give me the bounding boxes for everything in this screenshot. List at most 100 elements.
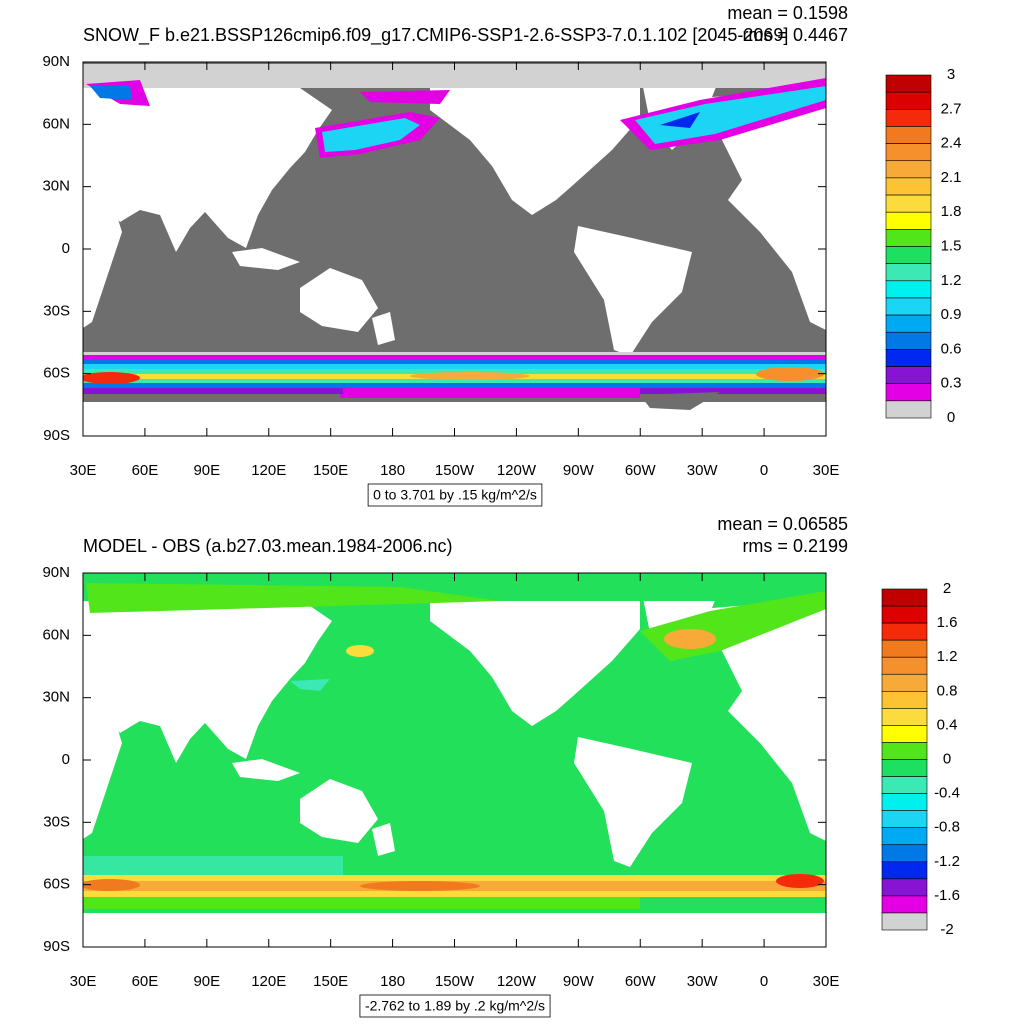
colorbar-label: 2.4 [941, 135, 962, 152]
lon-label: 120W [497, 462, 537, 479]
lat-label: 30S [43, 302, 70, 319]
colorbar-box [885, 109, 932, 127]
lon-label: 0 [760, 462, 768, 479]
colorbar-box [881, 776, 928, 794]
colorbar-box [885, 246, 932, 264]
colorbar-box [881, 588, 928, 607]
lon-label: 60E [132, 462, 159, 479]
colorbar-box [881, 742, 928, 760]
colorbar-label: 0 [947, 409, 955, 426]
panel-top: SNOW_F b.e21.BSSP126cmip6.f09_g17.CMIP6-… [42, 3, 962, 507]
info-text: 0 to 3.701 by .15 kg/m^2/s [373, 487, 537, 503]
lon-label: 150E [313, 973, 348, 990]
title: MODEL - OBS (a.b27.03.mean.1984-2006.nc) [83, 536, 453, 556]
lat-label: 90N [42, 564, 70, 581]
colorbar-box [881, 656, 928, 675]
colorbar-box [885, 126, 932, 144]
lon-label: 60E [132, 973, 159, 990]
lon-label: 30E [70, 462, 97, 479]
lon-label: 120E [251, 462, 286, 479]
colorbar-label: 3 [947, 66, 955, 83]
stat: rms = 0.4467 [742, 25, 848, 45]
title: SNOW_F b.e21.BSSP126cmip6.f09_g17.CMIP6-… [83, 25, 788, 46]
info-box [367, 483, 543, 507]
colorbar-box [885, 349, 932, 367]
lat-label: 0 [62, 240, 70, 257]
lon-label: 150W [435, 462, 475, 479]
lon-label: 180 [380, 973, 405, 990]
colorbar-label: 2.1 [941, 169, 962, 186]
lon-label: 30E [813, 462, 840, 479]
colorbar-box [885, 400, 932, 419]
lat-label: 30N [42, 178, 70, 195]
map-field [83, 62, 826, 436]
colorbar-label: 1.5 [941, 237, 962, 254]
lat-label: 30N [42, 689, 70, 706]
colorbar-label: 0.6 [941, 340, 962, 357]
colorbar-box [881, 622, 928, 641]
colorbar-box [881, 912, 928, 931]
lon-label: 60W [625, 462, 657, 479]
colorbar-box [881, 827, 928, 846]
colorbar-box [881, 673, 928, 692]
lon-label: 150E [313, 462, 348, 479]
colorbar-label: 1.8 [941, 203, 962, 220]
colorbar-label: 1.6 [937, 614, 958, 631]
colorbar-label: -0.4 [934, 785, 960, 802]
lat-label: 60S [43, 365, 70, 382]
lon-label: 180 [380, 462, 405, 479]
lon-label: 90E [193, 462, 220, 479]
colorbar-box [881, 639, 928, 658]
lon-label: 120E [251, 973, 286, 990]
colorbar-box [885, 280, 932, 299]
colorbar-box [881, 810, 928, 829]
lon-label: 90E [193, 973, 220, 990]
lon-label: 30W [687, 973, 719, 990]
colorbar-box [885, 74, 932, 93]
colorbar-box [885, 229, 932, 247]
colorbar-box [885, 366, 932, 384]
panel-bottom: MODEL - OBS (a.b27.03.mean.1984-2006.nc)… [42, 514, 960, 1018]
colorbar-box [881, 605, 928, 624]
colorbar-box [881, 844, 928, 863]
colorbar-label: 0.3 [941, 375, 962, 392]
stat: rms = 0.2199 [742, 536, 848, 556]
colorbar-label: -1.2 [934, 853, 960, 870]
colorbar-box [881, 793, 928, 811]
info-text: -2.762 to 1.89 by .2 kg/m^2/s [365, 998, 545, 1014]
lon-label: 150W [435, 973, 475, 990]
colorbar-box [885, 331, 932, 350]
colorbar-label: 2 [943, 580, 951, 597]
lat-label: 0 [62, 751, 70, 768]
lon-label: 0 [760, 973, 768, 990]
colorbar-box [885, 177, 932, 196]
colorbar-box [885, 91, 932, 110]
colorbar-box [885, 194, 932, 213]
colorbar-box [881, 759, 928, 777]
info-box [359, 994, 551, 1018]
lat-label: 60N [42, 115, 70, 132]
lat-label: 90S [43, 938, 70, 955]
colorbar-box [881, 878, 928, 897]
colorbar-label: 0.8 [937, 682, 958, 699]
colorbar-box [881, 690, 928, 709]
lat-label: 90N [42, 53, 70, 70]
lat-label: 30S [43, 813, 70, 830]
colorbar-box [881, 708, 928, 726]
lat-label: 60S [43, 876, 70, 893]
colorbar-label: 1.2 [941, 272, 962, 289]
colorbar-box [881, 895, 928, 914]
colorbar-box [881, 861, 928, 880]
colorbar-label: 1.2 [937, 648, 958, 665]
colorbar-box [885, 211, 932, 230]
colorbar-box [885, 263, 932, 282]
lon-label: 30W [687, 462, 719, 479]
colorbar-label: -0.8 [934, 819, 960, 836]
lat-label: 60N [42, 626, 70, 643]
colorbar-box [885, 297, 932, 316]
stat: mean = 0.1598 [727, 3, 848, 23]
colorbar-box [885, 143, 932, 162]
colorbar-label: 0.9 [941, 306, 962, 323]
colorbar-label: -2 [940, 921, 953, 938]
lon-label: 30E [70, 973, 97, 990]
